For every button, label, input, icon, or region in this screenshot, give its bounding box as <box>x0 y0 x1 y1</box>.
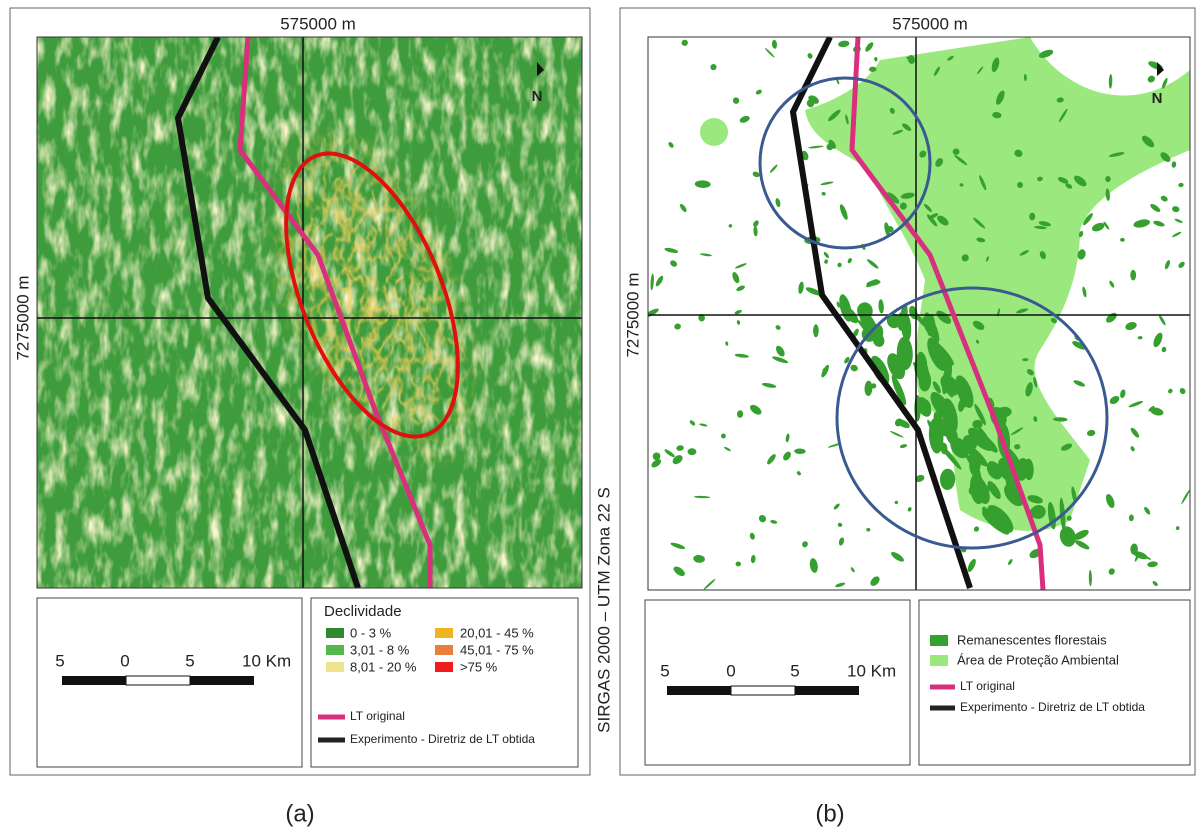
slope-map <box>37 37 582 588</box>
legend-label: >75 % <box>460 659 498 674</box>
legend-swatch <box>930 635 948 646</box>
forest-patch <box>1105 176 1111 182</box>
northing-label: 7275000 m <box>623 272 642 357</box>
scale-label: 5 <box>660 661 669 680</box>
easting-label: 575000 m <box>280 14 356 33</box>
legend-swatch <box>930 655 948 666</box>
legend-swatch <box>435 628 453 638</box>
scale-segment <box>795 686 859 695</box>
legend-label: 0 - 3 % <box>350 625 392 640</box>
scale-label: 0 <box>726 661 735 680</box>
scale-segment <box>667 686 731 695</box>
scale-label: 5 <box>185 651 194 670</box>
caption: (b) <box>815 800 844 827</box>
legend-label: Experimento - Diretriz de LT obtida <box>960 700 1145 714</box>
legend-label: 45,01 - 75 % <box>460 642 534 657</box>
legend-label: Experimento - Diretriz de LT obtida <box>350 732 535 746</box>
legend-label: 8,01 - 20 % <box>350 659 417 674</box>
scale-label: 5 <box>790 661 799 680</box>
steep-texture <box>37 37 582 588</box>
easting-label: 575000 m <box>892 14 968 33</box>
legend-label: 3,01 - 8 % <box>350 642 410 657</box>
legend-swatch <box>435 662 453 672</box>
scale-segment <box>62 676 126 685</box>
scale-label: 5 <box>55 651 64 670</box>
scale-segment <box>126 676 190 685</box>
legend-swatch <box>326 628 344 638</box>
legend-swatch <box>326 662 344 672</box>
crs-label: SIRGAS 2000 – UTM Zona 22 S <box>594 487 613 733</box>
forest-patch <box>813 324 819 337</box>
protected-area <box>700 118 728 146</box>
legend-title: Declividade <box>324 603 402 620</box>
legend-label: LT original <box>350 709 405 723</box>
forest-patch <box>688 448 697 455</box>
legend-label: LT original <box>960 679 1015 693</box>
page: body { margin: 0; background: #fff; font… <box>0 0 1199 832</box>
legend-label: Remanescentes florestais <box>957 632 1107 647</box>
legend-swatch <box>326 645 344 655</box>
scale-box <box>645 600 910 765</box>
caption: (a) <box>285 800 314 827</box>
scale-segment <box>731 686 795 695</box>
scale-segment <box>190 676 254 685</box>
northing-label: 7275000 m <box>13 275 32 360</box>
figure: 575000 m 7275000 m N 5 0 5 10 Km Declivi… <box>0 0 1199 832</box>
scale-label: 10 Km <box>242 651 291 670</box>
legend-swatch <box>435 645 453 655</box>
scale-label: 0 <box>120 651 129 670</box>
north-label: N <box>532 88 543 105</box>
legend-label: 20,01 - 45 % <box>460 625 534 640</box>
body: {"panels": [ {"map": {"easting_label": "… <box>0 0 1199 832</box>
legend-label: Área de Proteção Ambiental <box>957 652 1119 667</box>
scale-label: 10 Km <box>847 661 896 680</box>
forest-patch <box>1130 270 1136 281</box>
north-label: N <box>1152 90 1163 107</box>
land-cover-map <box>644 37 1191 590</box>
